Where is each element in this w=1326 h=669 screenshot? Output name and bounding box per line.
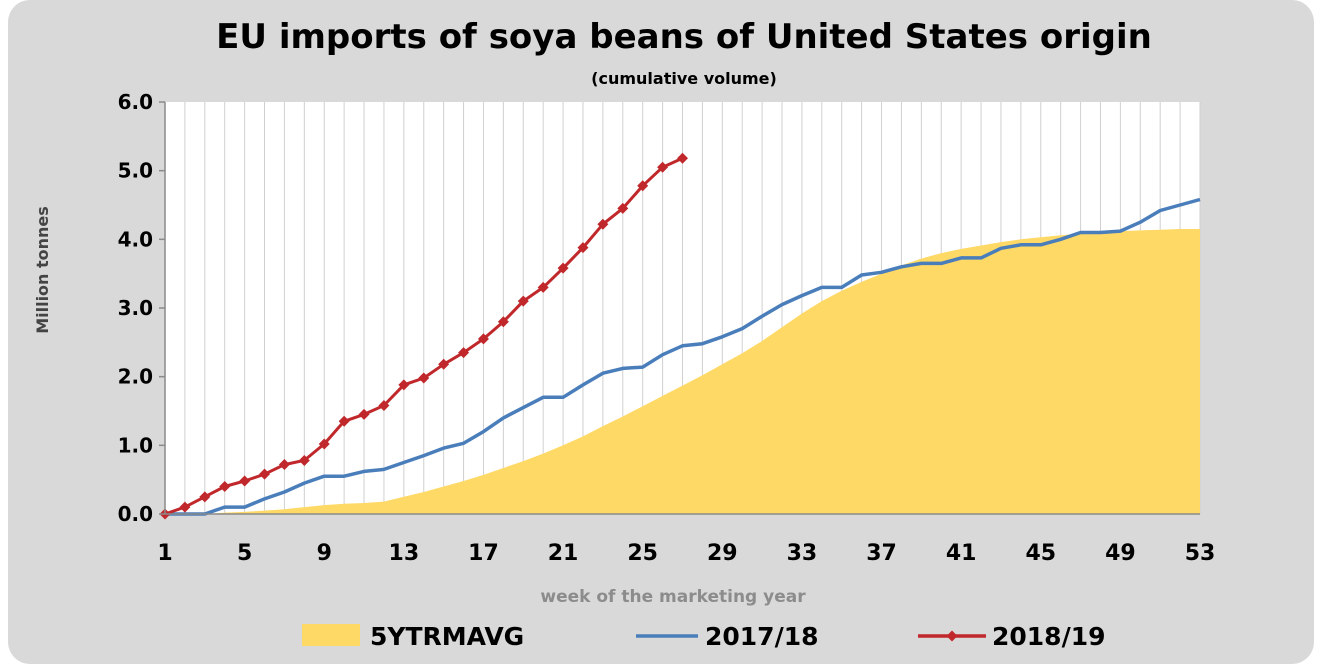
y-tick-label: 5.0 xyxy=(118,159,153,183)
area-layer xyxy=(165,229,1200,514)
x-axis-label: week of the marketing year xyxy=(540,587,806,607)
y-axis-label: Million tonnes xyxy=(33,206,52,334)
data-point-2018-19 xyxy=(517,295,529,307)
y-tick-label: 3.0 xyxy=(118,296,153,320)
legend-label: 2018/19 xyxy=(992,622,1106,651)
line-layer xyxy=(159,152,1201,520)
x-tick-label: 41 xyxy=(946,541,977,566)
axis-layer xyxy=(159,101,1200,515)
legend-label: 5YTRMAVG xyxy=(370,622,524,651)
data-point-2018-19 xyxy=(278,459,290,471)
data-point-2018-19 xyxy=(418,372,430,384)
data-point-2018-19 xyxy=(199,491,211,503)
x-tick-label: 5 xyxy=(237,541,252,566)
data-point-2018-19 xyxy=(398,379,410,391)
y-tick-labels: 0.0 1.0 2.0 3.0 4.0 5.0 6.0 xyxy=(118,90,153,526)
y-tick-label: 0.0 xyxy=(118,502,153,526)
data-point-2018-19 xyxy=(497,316,509,328)
data-point-2018-19 xyxy=(557,262,569,274)
data-point-2018-19 xyxy=(577,242,589,254)
data-point-2018-19 xyxy=(458,347,470,359)
x-tick-label: 13 xyxy=(389,541,420,566)
x-tick-label: 17 xyxy=(468,541,499,566)
x-tick-label: 45 xyxy=(1025,541,1056,566)
x-tick-label: 25 xyxy=(627,541,658,566)
data-point-2018-19 xyxy=(378,400,390,412)
data-point-2018-19 xyxy=(617,202,629,214)
x-tick-label: 33 xyxy=(787,541,818,566)
series-line-2017-18 xyxy=(165,197,1201,516)
data-point-2018-19 xyxy=(298,454,310,466)
x-tick-label: 37 xyxy=(866,541,897,566)
x-tick-label: 49 xyxy=(1105,541,1136,566)
data-point-2018-19 xyxy=(239,475,251,487)
y-tick-label: 1.0 xyxy=(118,433,153,457)
data-point-2018-19 xyxy=(537,281,549,293)
legend-marker-2018-19 xyxy=(946,630,958,642)
data-point-2018-19 xyxy=(259,468,271,480)
series-area-5ytrmavg xyxy=(165,229,1200,514)
x-tick-labels: 1 5 9 13 17 21 25 29 33 37 41 45 49 53 xyxy=(157,541,1215,566)
chart-title: EU imports of soya beans of United State… xyxy=(216,17,1152,57)
x-tick-label: 21 xyxy=(548,541,579,566)
x-tick-label: 29 xyxy=(707,541,738,566)
data-point-2018-19 xyxy=(358,408,370,420)
x-tick-label: 9 xyxy=(317,541,332,566)
y-tick-label: 2.0 xyxy=(118,365,153,389)
data-point-2018-19 xyxy=(657,161,669,173)
data-point-2018-19 xyxy=(179,501,191,513)
x-tick-label: 1 xyxy=(157,541,172,566)
data-point-2018-19 xyxy=(597,218,609,230)
data-point-2018-19 xyxy=(438,358,450,370)
data-point-2018-19 xyxy=(338,415,350,427)
chart-subtitle: (cumulative volume) xyxy=(591,69,777,88)
x-tick-label: 53 xyxy=(1185,541,1216,566)
data-point-2018-19 xyxy=(477,333,489,345)
data-point-2018-19 xyxy=(637,180,649,192)
legend-swatch-5ytrmavg xyxy=(302,624,360,646)
legend: 5YTRMAVG 2017/18 2018/19 xyxy=(302,622,1106,651)
y-tick-label: 4.0 xyxy=(118,227,153,251)
data-point-2018-19 xyxy=(318,438,330,450)
y-tick-label: 6.0 xyxy=(118,90,153,114)
data-point-2018-19 xyxy=(219,481,231,493)
data-point-2018-19 xyxy=(677,152,688,164)
legend-label: 2017/18 xyxy=(705,622,819,651)
